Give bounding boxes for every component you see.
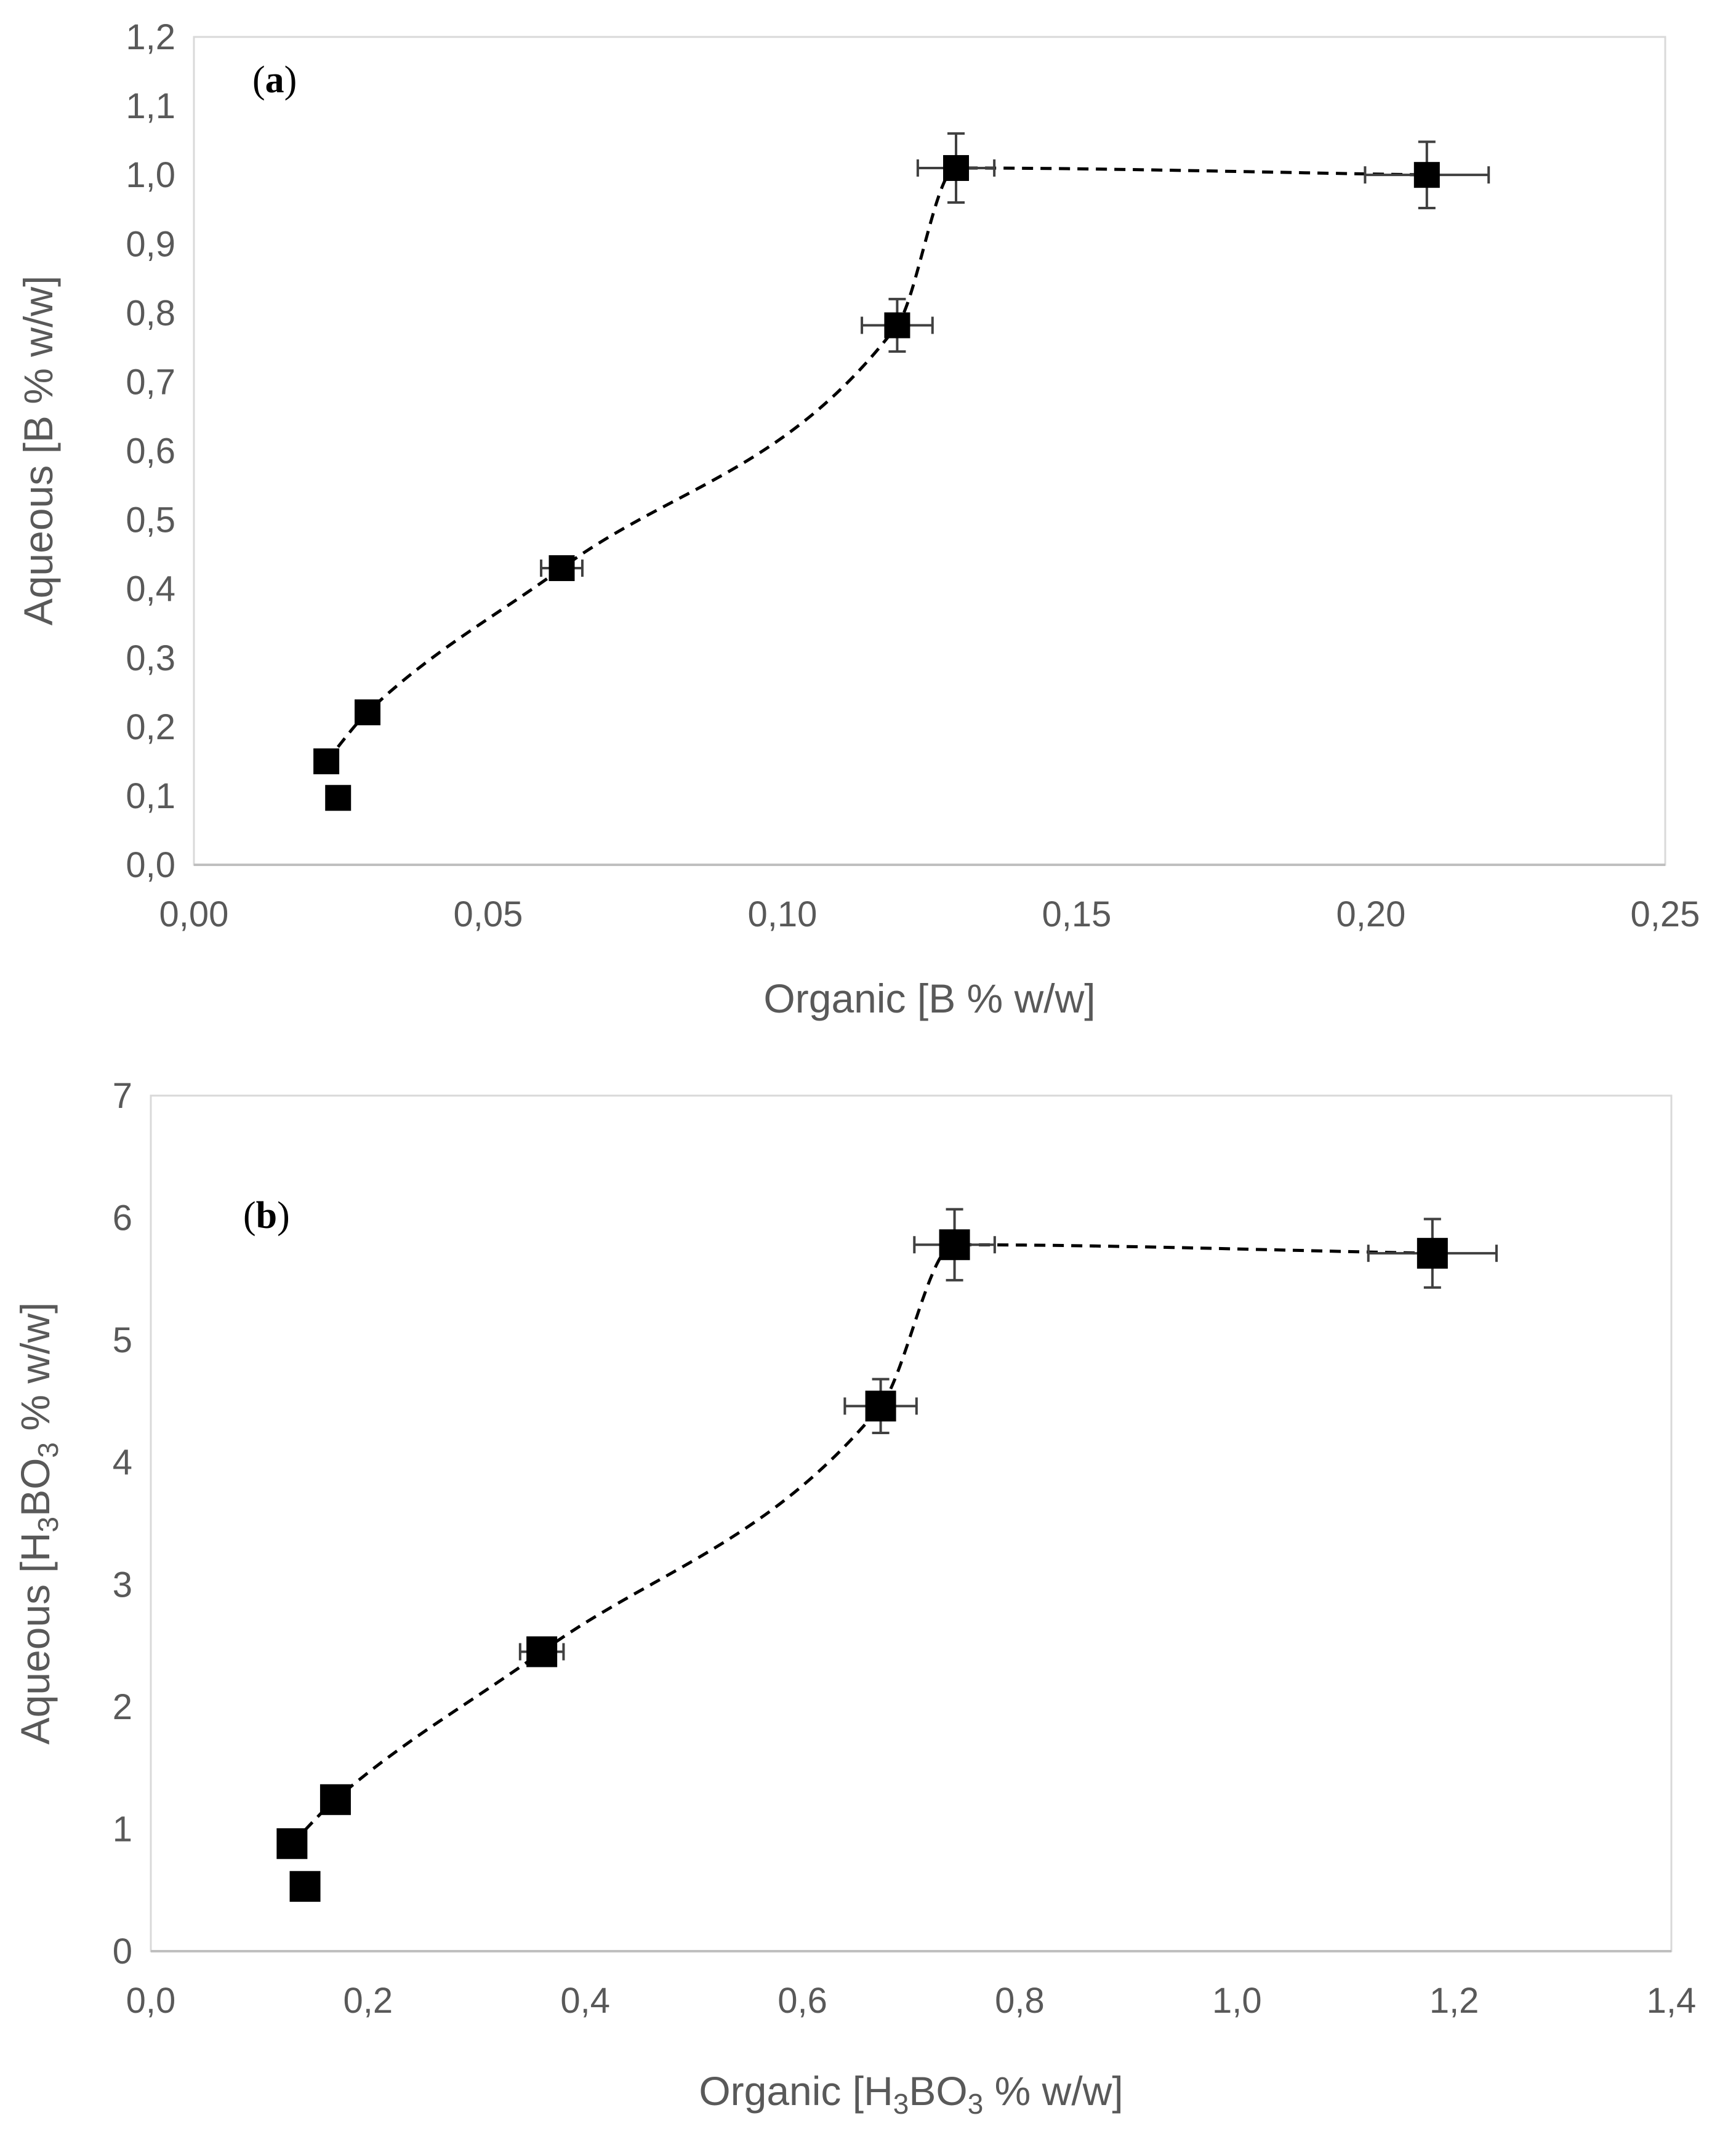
x-tick-label: 0,8: [995, 1981, 1045, 2021]
x-tick-label: 0,0: [126, 1981, 176, 2021]
y-ticks-a: 0,0 0,1 0,2 0,3 0,4 0,5 0,6 0,7 0,8 0,9 1,0 1,1 1,2: [126, 17, 175, 885]
data-point: [518, 1636, 565, 1667]
y-tick-label: 6: [113, 1198, 132, 1238]
data-point: [913, 1208, 996, 1282]
y-tick-label: 4: [113, 1443, 132, 1483]
y-tick-label: 1,1: [126, 86, 175, 126]
panel-label-a: (a): [252, 59, 297, 101]
data-point: [843, 1378, 918, 1435]
y-tick-label: 0: [113, 1931, 132, 1972]
square-marker: [1413, 162, 1440, 188]
square-marker: [313, 748, 340, 774]
y-tick-label: 0,7: [126, 362, 175, 402]
x-tick-label: 0,10: [748, 894, 818, 934]
square-marker: [1417, 1238, 1448, 1269]
x-tick-label: 0,6: [778, 1981, 827, 2021]
data-point: [319, 1784, 351, 1815]
trend-line-a: [325, 166, 1427, 763]
square-marker: [943, 154, 970, 181]
x-tick-label: 1,0: [1212, 1981, 1262, 2021]
square-marker: [884, 312, 910, 339]
data-point: [289, 1871, 321, 1902]
y-tick-label: 0,5: [126, 500, 175, 540]
trend-line-b: [291, 1243, 1433, 1845]
y-tick-label: 1: [113, 1809, 132, 1849]
x-tick-label: 0,00: [159, 894, 229, 934]
y-tick-label: 0,3: [126, 638, 175, 678]
square-marker: [549, 555, 575, 582]
x-tick-label: 0,15: [1042, 894, 1112, 934]
x-axis-title-a: Organic [B % w/w]: [763, 976, 1095, 1021]
data-point: [1364, 140, 1490, 209]
y-ticks-b: 0 1 2 3 4 5 6 7: [113, 1076, 132, 1972]
x-tick-label: 0,2: [344, 1981, 393, 2021]
y-tick-label: 2: [113, 1687, 132, 1727]
x-ticks-a: 0,00 0,05 0,10 0,15 0,20 0,25: [159, 894, 1700, 934]
y-axis-title-a: Aqueous [B % w/w]: [15, 276, 61, 626]
data-point: [355, 699, 381, 726]
chart-panel-a: 0,00 0,05 0,10 0,15 0,20 0,25 0,0 0,1 0,2 0,3 0,4…: [15, 17, 1700, 1021]
data-point: [1367, 1217, 1498, 1289]
y-tick-label: 0,0: [126, 845, 175, 885]
data-points-a: [313, 132, 1490, 811]
x-tick-label: 0,25: [1631, 894, 1700, 934]
chart-panel-b: 0,0 0,2 0,4 0,6 0,8 1,0 1,2 1,4 0 1 2 3 4 5 6 7 (b) Or…: [12, 1076, 1696, 2120]
plot-area-a: [193, 36, 1666, 866]
y-tick-label: 1,0: [126, 155, 175, 195]
y-tick-label: 0,2: [126, 707, 175, 747]
square-marker: [526, 1636, 558, 1667]
x-ticks-b: 0,0 0,2 0,4 0,6 0,8 1,0 1,2 1,4: [126, 1981, 1697, 2021]
square-marker: [865, 1390, 896, 1422]
y-tick-label: 5: [113, 1320, 132, 1360]
x-tick-label: 0,05: [454, 894, 523, 934]
y-tick-label: 0,6: [126, 431, 175, 471]
x-tick-label: 1,2: [1429, 1981, 1479, 2021]
y-tick-label: 7: [113, 1076, 132, 1116]
plot-area-b: [150, 1094, 1673, 1952]
data-point: [276, 1828, 308, 1859]
square-marker: [355, 699, 381, 726]
x-axis-title-b: Organic [H3BO3 % w/w]: [699, 2068, 1123, 2120]
square-marker: [939, 1229, 970, 1261]
x-tick-label: 0,20: [1336, 894, 1406, 934]
data-points-b: [276, 1208, 1498, 1902]
square-marker: [276, 1828, 308, 1859]
data-point: [861, 297, 934, 353]
y-axis-title-b: Aqueous [H3BO3 % w/w]: [12, 1302, 64, 1745]
data-point: [325, 785, 352, 811]
y-tick-label: 0,1: [126, 776, 175, 816]
data-point: [916, 132, 996, 204]
y-tick-label: 3: [113, 1565, 132, 1605]
y-tick-label: 0,4: [126, 569, 175, 609]
data-point: [313, 748, 340, 774]
x-tick-label: 0,4: [560, 1981, 610, 2021]
data-point: [540, 555, 584, 582]
square-marker: [289, 1871, 321, 1902]
y-tick-label: 1,2: [126, 17, 175, 57]
square-marker: [325, 785, 352, 811]
square-marker: [319, 1784, 351, 1815]
panel-label-b: (b): [243, 1195, 290, 1237]
y-tick-label: 0,8: [126, 293, 175, 333]
x-tick-label: 1,4: [1647, 1981, 1697, 2021]
y-tick-label: 0,9: [126, 224, 175, 264]
